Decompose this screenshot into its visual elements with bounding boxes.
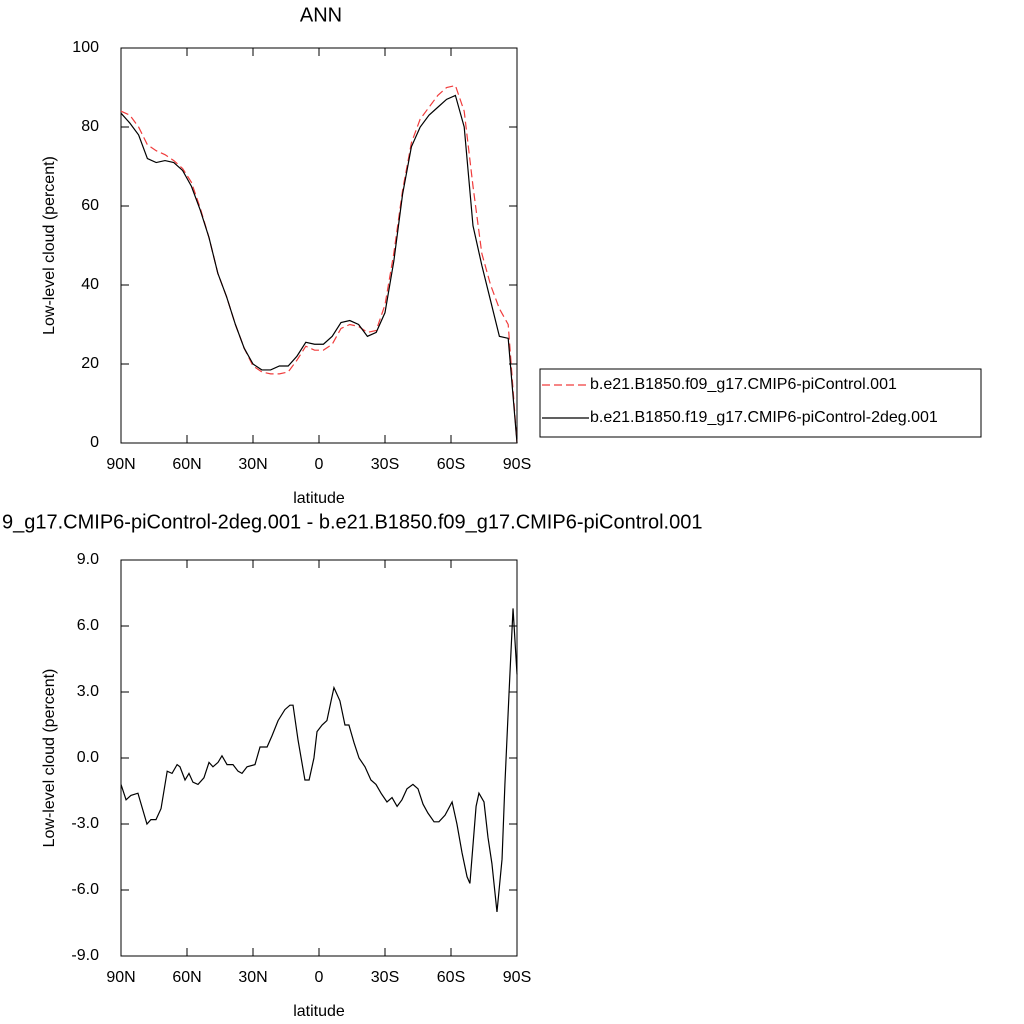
- x-tick-label: 0: [315, 456, 324, 473]
- x-axis-label: latitude: [293, 490, 345, 507]
- plot-frame: [120, 47, 518, 444]
- x-tick-label: 30N: [238, 969, 267, 986]
- plot-frame: [120, 559, 518, 957]
- x-tick-label: 30S: [371, 456, 399, 473]
- x-tick-label: 60S: [437, 969, 465, 986]
- x-tick-label: 0: [315, 969, 324, 986]
- x-tick-label: 60S: [437, 456, 465, 473]
- y-tick-label: 40: [81, 276, 99, 293]
- y-tick-label: 100: [72, 39, 99, 56]
- data-line: [120, 608, 518, 913]
- x-axis-label: latitude: [293, 1003, 345, 1020]
- y-tick-label: 0: [90, 434, 99, 451]
- y-tick-label: 9.0: [77, 551, 99, 568]
- x-tick-label: 90S: [503, 456, 531, 473]
- legend-label: b.e21.B1850.f09_g17.CMIP6-piControl.001: [590, 376, 897, 393]
- y-tick-label: -9.0: [71, 947, 99, 964]
- y-tick-label: 60: [81, 197, 99, 214]
- y-tick-label: 6.0: [77, 617, 99, 634]
- x-tick-label: 60N: [172, 456, 201, 473]
- chart-title: 9_g17.CMIP6-piControl-2deg.001 - b.e21.B…: [2, 511, 702, 533]
- chart-title: ANN: [300, 4, 342, 26]
- y-tick-label: 80: [81, 118, 99, 135]
- y-tick-label: 20: [81, 355, 99, 372]
- y-tick-label: -3.0: [71, 815, 99, 832]
- x-tick-label: 90N: [106, 969, 135, 986]
- y-tick-label: 0.0: [77, 749, 99, 766]
- x-tick-label: 90N: [106, 456, 135, 473]
- legend-box: [539, 368, 982, 438]
- x-tick-label: 30S: [371, 969, 399, 986]
- x-tick-label: 90S: [503, 969, 531, 986]
- y-axis-label: Low-level cloud (percent): [41, 669, 58, 848]
- y-tick-label: 3.0: [77, 683, 99, 700]
- legend-label: b.e21.B1850.f19_g17.CMIP6-piControl-2deg…: [590, 409, 938, 426]
- x-tick-label: 30N: [238, 456, 267, 473]
- y-tick-label: -6.0: [71, 881, 99, 898]
- data-line: [120, 84, 518, 444]
- data-line: [120, 94, 518, 444]
- y-axis-label: Low-level cloud (percent): [41, 156, 58, 335]
- x-tick-label: 60N: [172, 969, 201, 986]
